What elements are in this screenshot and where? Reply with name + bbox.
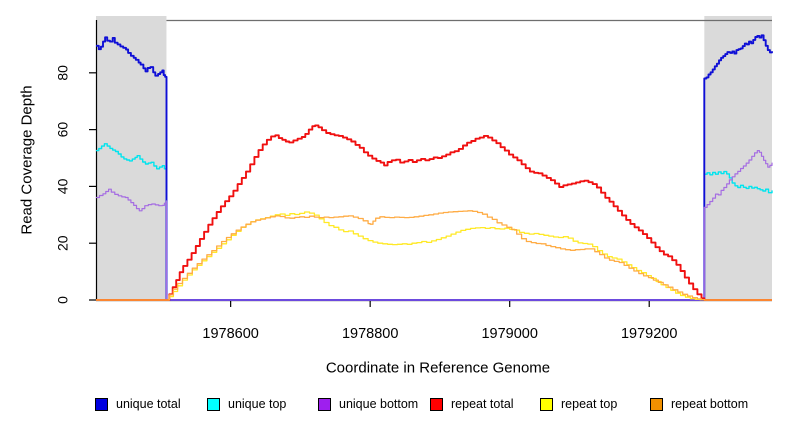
flank-shading-region (704, 16, 772, 300)
x-tick-label: 1978800 (342, 326, 398, 342)
x-tick-label: 1979000 (481, 326, 537, 342)
x-axis-title: Coordinate in Reference Genome (325, 359, 551, 377)
y-tick-label: 0 (55, 296, 71, 304)
x-tick-label: 1978600 (202, 326, 258, 342)
y-tick-label: 40 (55, 178, 71, 194)
x-tick-label: 1979200 (621, 326, 677, 342)
series-line-unique-top (96, 143, 773, 301)
series-line-repeat-bottom (96, 210, 772, 301)
flank-shading-region (96, 16, 167, 300)
series-line-unique-total (96, 34, 773, 301)
y-tick-label: 20 (55, 235, 71, 251)
y-axis-title: Read Coverage Depth (18, 85, 36, 235)
series-line-repeat-total (96, 124, 772, 301)
series-line-unique-bottom (96, 150, 773, 301)
y-tick-label: 60 (55, 122, 71, 138)
y-tick-label: 80 (55, 65, 71, 81)
